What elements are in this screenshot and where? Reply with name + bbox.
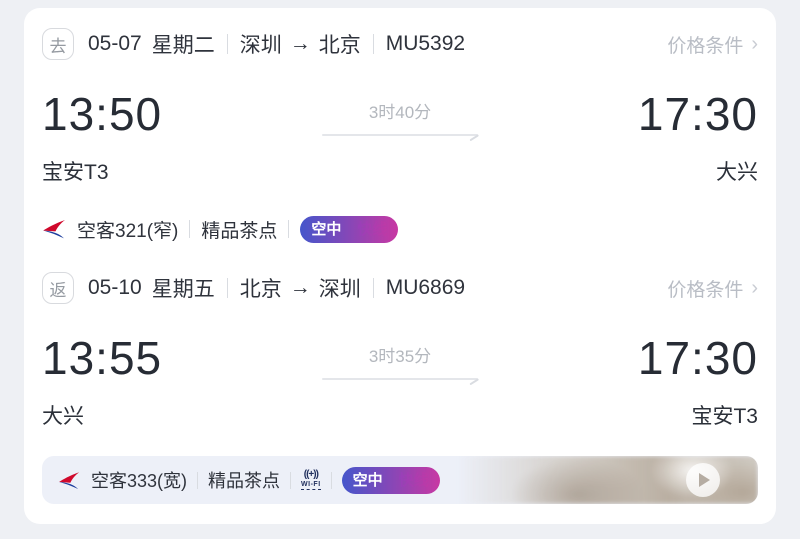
return-duration-text: 3时35分 <box>368 347 432 366</box>
outbound-to-city: 北京 <box>318 34 361 57</box>
air-express-badge-right: 快线 <box>348 218 396 241</box>
air-express-badge-right: 快线 <box>390 469 438 492</box>
play-icon <box>699 473 710 487</box>
outbound-date: 05-07 <box>88 32 142 55</box>
outbound-depart-time: 13:50 <box>42 88 163 140</box>
outbound-aircraft-type: 空客321(窄) <box>77 220 179 242</box>
outbound-duration: 3时40分 <box>315 98 485 136</box>
play-video-button[interactable] <box>686 463 720 497</box>
air-express-badge-left: 空中 <box>352 471 383 489</box>
chevron-right-icon: › <box>751 33 758 55</box>
outbound-depart-airport: 宝安T3 <box>42 161 109 184</box>
return-depart-time: 13:55 <box>42 332 163 384</box>
outbound-airport-row: 宝安T3 大兴 <box>42 160 758 186</box>
price-conditions-label: 价格条件 <box>667 279 744 301</box>
divider <box>197 471 199 489</box>
return-date: 05-10 <box>88 276 142 299</box>
return-flight-header: 返 05-10 星期五 北京 → 深圳 MU6869 价格条件 › <box>42 270 758 306</box>
duration-arrow-line <box>322 134 478 136</box>
duration-arrow-line <box>322 378 478 380</box>
return-weekday: 星期五 <box>151 278 215 301</box>
return-tag: 返 <box>42 272 74 304</box>
divider <box>330 471 332 489</box>
outbound-arrive-airport: 大兴 <box>716 161 758 184</box>
route-arrow-icon: → <box>289 32 311 55</box>
air-express-badge: 空中 快线 <box>300 215 399 243</box>
outbound-duration-text: 3时40分 <box>368 103 432 122</box>
divider <box>226 34 228 54</box>
outbound-service-label: 精品茶点 <box>201 220 278 242</box>
banner-service-label: 精品茶点 <box>208 471 281 491</box>
divider <box>288 220 290 238</box>
outbound-tag: 去 <box>42 28 74 60</box>
divider <box>189 220 191 238</box>
divider <box>372 34 374 54</box>
return-time-row: 13:55 3时35分 17:30 <box>42 330 758 386</box>
outbound-arrive-time: 17:30 <box>637 88 758 140</box>
outbound-weekday: 星期二 <box>151 34 215 57</box>
divider <box>226 278 228 298</box>
wifi-signal-glyph: ((+)) <box>303 469 319 480</box>
route-arrow-icon: → <box>289 276 311 299</box>
airline-logo-icon <box>58 471 80 490</box>
outbound-flight-header: 去 05-07 星期二 深圳 → 北京 MU5392 价格条件 › <box>42 26 758 62</box>
outbound-aircraft-info-row: 空客321(窄) 精品茶点 空中 快线 <box>42 214 758 244</box>
price-conditions-label: 价格条件 <box>667 35 744 57</box>
outbound-from-city: 深圳 <box>239 34 282 57</box>
return-arrive-time: 17:30 <box>637 332 758 384</box>
banner-aircraft-type: 空客333(宽) <box>91 471 188 491</box>
return-to-city: 深圳 <box>318 278 361 301</box>
return-price-conditions-link[interactable]: 价格条件 › <box>667 275 758 302</box>
divider <box>372 278 374 298</box>
return-airport-row: 大兴 宝安T3 <box>42 404 758 430</box>
return-depart-airport: 大兴 <box>42 405 84 428</box>
divider <box>290 471 292 489</box>
return-duration: 3时35分 <box>315 342 485 380</box>
outbound-time-row: 13:50 3时40分 17:30 <box>42 86 758 142</box>
chevron-right-icon: › <box>751 277 758 299</box>
outbound-flight-section: 去 05-07 星期二 深圳 → 北京 MU5392 价格条件 › 13:50 … <box>42 26 758 244</box>
return-from-city: 北京 <box>239 278 282 301</box>
promo-banner-content: 空客333(宽) 精品茶点 ((+)) WI-FI 空中 快线 <box>42 456 758 504</box>
wifi-icon: ((+)) WI-FI <box>301 470 321 490</box>
air-express-badge-left: 空中 <box>311 220 342 238</box>
outbound-price-conditions-link[interactable]: 价格条件 › <box>667 31 758 58</box>
air-express-badge: 空中 快线 <box>341 466 440 494</box>
wifi-label: WI-FI <box>301 481 321 490</box>
return-flight-section: 返 05-10 星期五 北京 → 深圳 MU6869 价格条件 › 13:55 … <box>42 270 758 430</box>
return-arrive-airport: 宝安T3 <box>691 405 758 428</box>
return-flight-number: MU6869 <box>385 276 466 299</box>
aircraft-promo-banner[interactable]: 空客333(宽) 精品茶点 ((+)) WI-FI 空中 快线 <box>42 456 758 504</box>
airline-logo-icon <box>42 219 66 239</box>
flight-itinerary-card: 去 05-07 星期二 深圳 → 北京 MU5392 价格条件 › 13:50 … <box>24 8 776 524</box>
outbound-flight-number: MU5392 <box>385 32 466 55</box>
